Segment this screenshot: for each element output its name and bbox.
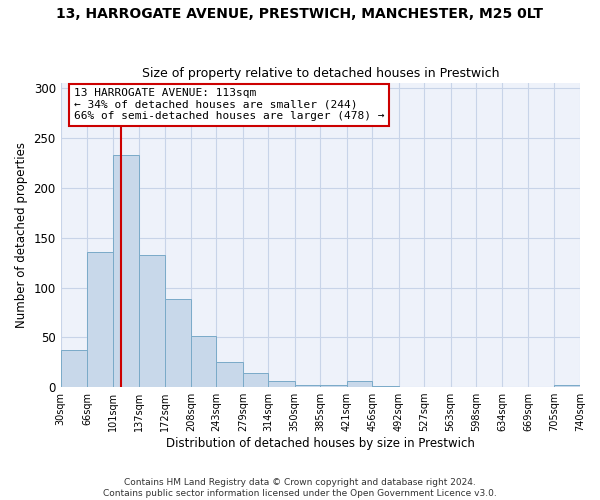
Title: Size of property relative to detached houses in Prestwich: Size of property relative to detached ho… bbox=[142, 66, 499, 80]
Bar bbox=[295, 385, 320, 387]
Y-axis label: Number of detached properties: Number of detached properties bbox=[15, 142, 28, 328]
Bar bbox=[61, 350, 87, 387]
Bar bbox=[268, 381, 295, 387]
Bar bbox=[554, 385, 580, 387]
Text: 13, HARROGATE AVENUE, PRESTWICH, MANCHESTER, M25 0LT: 13, HARROGATE AVENUE, PRESTWICH, MANCHES… bbox=[56, 8, 544, 22]
Bar bbox=[164, 300, 191, 387]
Text: 13 HARROGATE AVENUE: 113sqm
← 34% of detached houses are smaller (244)
66% of se: 13 HARROGATE AVENUE: 113sqm ← 34% of det… bbox=[74, 88, 384, 121]
Bar bbox=[139, 254, 164, 387]
Bar bbox=[217, 362, 243, 387]
Text: Contains HM Land Registry data © Crown copyright and database right 2024.
Contai: Contains HM Land Registry data © Crown c… bbox=[103, 478, 497, 498]
Bar bbox=[243, 373, 268, 387]
Bar bbox=[347, 381, 372, 387]
X-axis label: Distribution of detached houses by size in Prestwich: Distribution of detached houses by size … bbox=[166, 437, 475, 450]
Bar bbox=[372, 386, 398, 387]
Bar bbox=[87, 252, 113, 387]
Bar bbox=[320, 385, 347, 387]
Bar bbox=[191, 336, 217, 387]
Bar bbox=[113, 155, 139, 387]
